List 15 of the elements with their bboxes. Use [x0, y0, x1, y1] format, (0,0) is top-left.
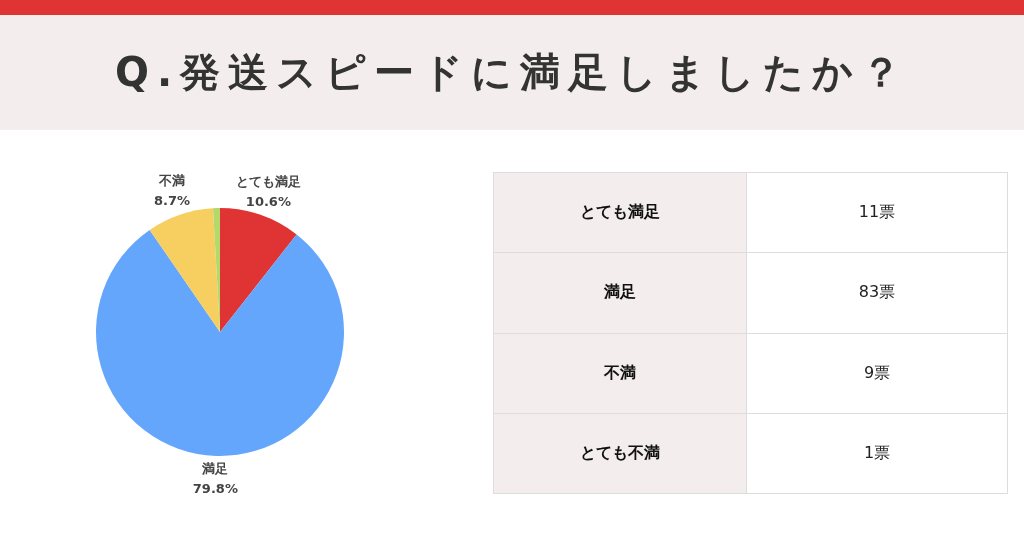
slice-label: 満足 — [201, 461, 229, 477]
slice-label: とても満足 — [235, 173, 301, 189]
category-label: 満足 — [493, 252, 747, 333]
text: 9票 — [863, 362, 891, 382]
category-label: とても満足 — [493, 172, 747, 253]
category-label: 不満 — [493, 333, 747, 414]
data-label: 10.6% — [245, 193, 291, 209]
text: 11票 — [858, 202, 896, 222]
slice-label: 不満 — [158, 173, 186, 189]
category-label: とても不満 — [493, 413, 747, 494]
data-label: 79.8% — [192, 481, 238, 497]
text: 83票 — [858, 282, 896, 302]
text: Q.発送スピードに満足しましたか？ — [114, 48, 910, 97]
data-label: 8.7% — [154, 193, 191, 209]
text: 1票 — [863, 442, 891, 462]
